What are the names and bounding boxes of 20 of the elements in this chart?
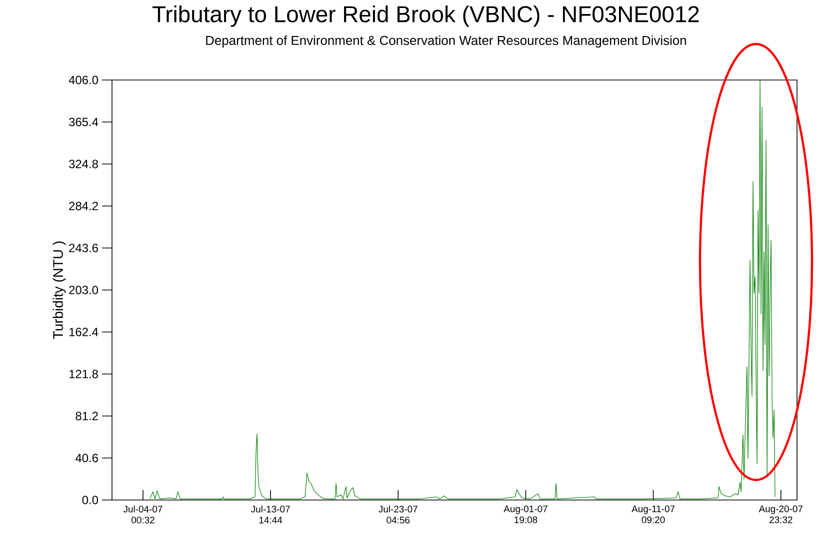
- x-tick-label: Jul-23-07 04:56: [378, 506, 418, 524]
- y-tick-label: 81.2: [76, 412, 98, 420]
- y-tick-label: 203.0: [69, 286, 98, 294]
- y-tick-label: 40.6: [76, 454, 98, 462]
- y-tick-label: 284.2: [69, 202, 98, 210]
- x-tick-label: Aug-20-07 23:32: [758, 506, 803, 524]
- y-tick-label: 365.4: [69, 118, 98, 126]
- y-tick-label: 162.4: [69, 328, 98, 336]
- x-tick-label: Aug-11-07 09:20: [632, 506, 675, 524]
- chart-subtitle: Department of Environment & Conservation Water Resources Management Division: [206, 36, 686, 48]
- y-tick-label: 0.0: [82, 496, 98, 504]
- y-tick-label: 406.0: [68, 76, 98, 84]
- x-tick-label: Jul-04-07 00:32: [123, 506, 162, 524]
- y-tick-label: 324.8: [69, 160, 98, 168]
- x-tick-label: Aug-01-07 19:08: [504, 506, 548, 524]
- y-tick-label: 121.8: [69, 370, 98, 378]
- chart-title: Tributary to Lower Reid Brook (VBNC) - NF03NE0012: [152, 6, 699, 27]
- y-axis-title: Turbidity (NTU ): [52, 242, 66, 340]
- x-tick-label: Jul-13-07 14:44: [250, 506, 290, 524]
- y-tick-label: 243.6: [69, 244, 98, 252]
